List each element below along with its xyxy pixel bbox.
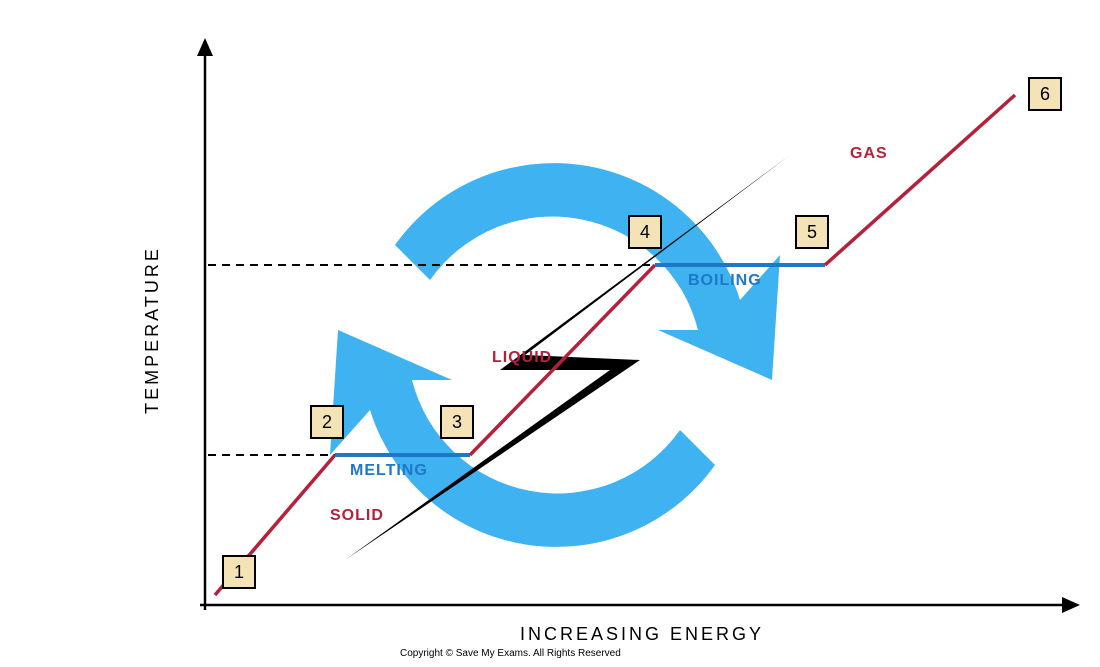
label-solid: SOLID [330,507,384,524]
y-axis-label: TEMPERATURE [142,246,162,414]
x-axis-arrow [1062,597,1080,613]
segment-gas [825,95,1015,265]
label-liquid: LIQUID [492,349,552,366]
marker-2: 2 [310,405,344,439]
x-axis-label: INCREASING ENERGY [520,624,764,644]
y-axis-arrow [197,38,213,56]
heating-curve-chart: TEMPERATURE INCREASING ENERGY SOLID MELT… [0,0,1100,667]
marker-4: 4 [628,215,662,249]
marker-3: 3 [440,405,474,439]
label-melting: MELTING [350,462,428,479]
marker-6: 6 [1028,77,1062,111]
copyright-text: Copyright © Save My Exams. All Rights Re… [400,648,621,659]
chart-svg: TEMPERATURE INCREASING ENERGY SOLID MELT… [0,0,1100,667]
label-gas: GAS [850,145,888,162]
marker-5: 5 [795,215,829,249]
watermark-ring [330,163,780,547]
marker-1: 1 [222,555,256,589]
label-boiling: BOILING [688,272,762,289]
